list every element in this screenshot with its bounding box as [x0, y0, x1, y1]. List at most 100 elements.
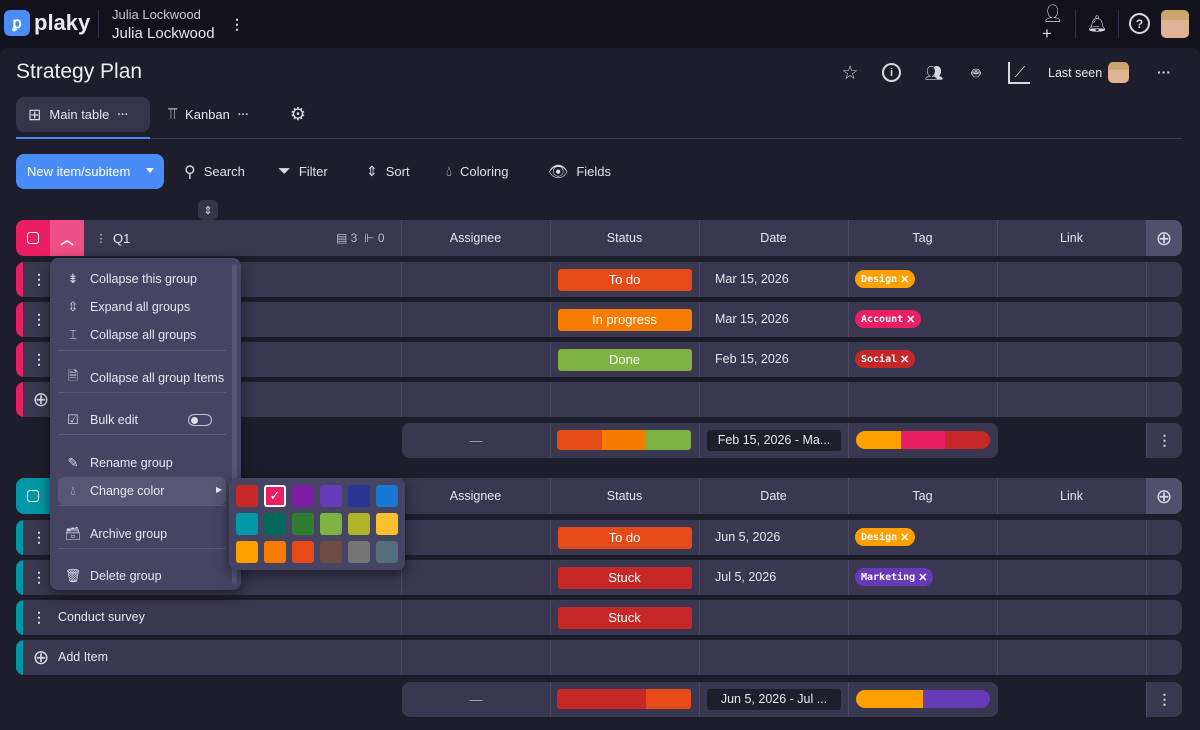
summary-more-icon[interactable]: ⋮ — [1146, 682, 1182, 717]
group-checkbox[interactable] — [27, 232, 39, 244]
collapse-group-icon[interactable]: ︿ — [50, 220, 84, 256]
row-menu-icon[interactable]: ⋮ — [32, 270, 46, 287]
add-column-icon[interactable]: ⊕ — [1146, 220, 1182, 256]
fields-button[interactable]: 👁︎ Fields — [548, 154, 611, 189]
tag-chip[interactable]: Marketing ✕ — [855, 568, 934, 586]
column-header-link[interactable]: Link — [1060, 489, 1083, 503]
column-header-status[interactable]: Status — [606, 231, 643, 245]
row-menu-icon[interactable]: ⋮ — [32, 568, 46, 585]
drag-handle-icon[interactable]: ⋮ — [95, 232, 107, 245]
menu-item-collapse-all-group-items[interactable]: 🗎︎ Collapse all group Items — [58, 364, 226, 392]
status-cell[interactable]: To do — [550, 262, 699, 297]
tab-more-icon[interactable]: ··· — [117, 108, 129, 121]
star-icon[interactable]: ☆ — [841, 62, 859, 84]
dropdown-caret-icon[interactable] — [146, 168, 154, 177]
invite-user-icon[interactable]: 👤︎+ — [1042, 4, 1064, 43]
color-swatch[interactable] — [236, 541, 258, 563]
table-row[interactable]: ⋮ Conduct survey Stuck — [16, 600, 1182, 635]
board-more-icon[interactable]: ··· — [1157, 64, 1171, 80]
color-swatch[interactable] — [320, 541, 342, 563]
date-value[interactable]: Mar 15, 2026 — [715, 272, 789, 286]
tag-chip[interactable]: Social ✕ — [855, 350, 916, 368]
add-item-icon[interactable]: ⊕ — [32, 646, 50, 669]
bulk-edit-toggle[interactable] — [188, 414, 212, 426]
remove-tag-icon[interactable]: ✕ — [900, 273, 910, 286]
tag-summary-bar[interactable] — [856, 690, 990, 708]
color-swatch[interactable] — [348, 541, 370, 563]
new-item-button[interactable]: New item/subitem — [16, 154, 164, 189]
color-swatch[interactable] — [320, 485, 342, 507]
date-value[interactable]: Feb 15, 2026 — [715, 352, 789, 366]
remove-tag-icon[interactable]: ✕ — [906, 313, 916, 326]
summary-more-icon[interactable]: ⋮ — [1146, 423, 1182, 458]
chart-icon[interactable]: ⟋ — [1008, 62, 1030, 84]
workspace-name[interactable]: Julia Lockwood — [112, 25, 215, 42]
add-item-label[interactable]: Add Item — [58, 650, 109, 664]
row-menu-icon[interactable]: ⋮ — [32, 608, 46, 625]
color-swatch[interactable] — [376, 541, 398, 563]
color-swatch[interactable] — [264, 513, 286, 535]
last-seen-avatar[interactable] — [1108, 62, 1129, 83]
row-menu-icon[interactable]: ⋮ — [32, 528, 46, 545]
color-swatch[interactable] — [236, 513, 258, 535]
sort-button[interactable]: ⇕ Sort — [366, 154, 410, 189]
coloring-button[interactable]: 💧︎ Coloring — [446, 154, 508, 189]
tag-chip[interactable]: Design ✕ — [855, 528, 916, 546]
status-cell[interactable]: To do — [550, 520, 699, 555]
column-header-date[interactable]: Date — [760, 489, 787, 503]
color-swatch[interactable] — [376, 513, 398, 535]
search-button[interactable]: ⚲ Search — [184, 154, 245, 189]
menu-item-archive-group[interactable]: 🗃︎ Archive group — [58, 520, 226, 548]
automation-robot-icon[interactable]: 🤖︎ — [971, 64, 981, 82]
tab-kanban[interactable]: ⫪ Kanban ··· — [156, 97, 268, 132]
date-value[interactable]: Jul 5, 2026 — [715, 570, 777, 584]
column-header-tag[interactable]: Tag — [912, 489, 933, 503]
menu-item-rename-group[interactable]: ✎ Rename group — [58, 449, 226, 477]
color-swatch[interactable] — [320, 513, 342, 535]
remove-tag-icon[interactable]: ✕ — [918, 571, 928, 584]
tag-chip[interactable]: Design ✕ — [855, 270, 916, 288]
item-name[interactable]: Conduct survey — [58, 610, 145, 624]
date-range[interactable]: Jun 5, 2026 - Jul ... — [707, 689, 841, 710]
row-menu-icon[interactable]: ⋮ — [32, 350, 46, 367]
menu-item-collapse-all-groups[interactable]: ⌶ Collapse all groups — [58, 321, 226, 349]
user-avatar[interactable] — [1161, 10, 1189, 38]
members-icon[interactable]: 👥︎ — [924, 65, 944, 82]
workspace-menu-icon[interactable]: ⋮ — [230, 15, 244, 32]
gear-icon[interactable]: ⚙ — [289, 103, 307, 124]
help-icon[interactable]: ? — [1129, 13, 1150, 34]
filter-button[interactable]: ⏷ Filter — [278, 154, 328, 189]
bell-icon[interactable]: 🔔︎ — [1086, 16, 1108, 33]
menu-item-change-color[interactable]: 💧︎ Change color ▶ — [58, 477, 226, 505]
menu-item-collapse-this-group[interactable]: ⇟ Collapse this group — [58, 265, 226, 293]
date-range[interactable]: Feb 15, 2026 - Ma... — [707, 430, 841, 451]
group-name[interactable]: Q1 — [113, 231, 131, 246]
status-cell[interactable]: Done — [550, 342, 699, 377]
row-menu-icon[interactable]: ⋮ — [32, 310, 46, 327]
color-swatch[interactable] — [348, 485, 370, 507]
menu-item-expand-all-groups[interactable]: ⇳ Expand all groups — [58, 293, 226, 321]
color-swatch[interactable] — [292, 541, 314, 563]
color-swatch[interactable] — [264, 541, 286, 563]
date-value[interactable]: Mar 15, 2026 — [715, 312, 789, 326]
color-swatch[interactable]: ✓ — [264, 485, 286, 507]
color-swatch[interactable] — [348, 513, 370, 535]
color-swatch[interactable] — [236, 485, 258, 507]
status-summary-bar[interactable] — [557, 430, 691, 450]
column-header-status[interactable]: Status — [606, 489, 643, 503]
date-value[interactable]: Jun 5, 2026 — [715, 530, 781, 544]
column-header-assignee[interactable]: Assignee — [449, 489, 502, 503]
page-title[interactable]: Strategy Plan — [16, 60, 143, 83]
add-column-icon[interactable]: ⊕ — [1146, 478, 1182, 514]
tag-chip[interactable]: Account ✕ — [855, 310, 922, 328]
column-header-date[interactable]: Date — [760, 231, 787, 245]
menu-scrollbar[interactable] — [232, 264, 237, 584]
color-swatch[interactable] — [292, 513, 314, 535]
column-header-assignee[interactable]: Assignee — [449, 231, 502, 245]
status-cell[interactable]: Stuck — [550, 600, 699, 635]
expand-collapse-all-icon[interactable]: ⇕ — [198, 200, 218, 220]
menu-item-delete-group[interactable]: 🗑︎ Delete group — [58, 562, 226, 590]
status-summary-bar[interactable] — [557, 689, 691, 709]
remove-tag-icon[interactable]: ✕ — [900, 353, 910, 366]
add-item-icon[interactable]: ⊕ — [32, 388, 50, 411]
